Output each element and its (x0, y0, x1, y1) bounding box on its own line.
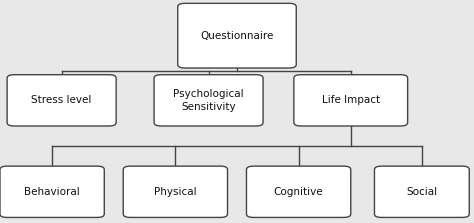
Text: Cognitive: Cognitive (274, 187, 323, 197)
Text: Psychological
Sensitivity: Psychological Sensitivity (173, 89, 244, 112)
FancyBboxPatch shape (0, 166, 104, 217)
FancyBboxPatch shape (294, 75, 408, 126)
Text: Questionnaire: Questionnaire (201, 31, 273, 41)
Text: Social: Social (406, 187, 438, 197)
Text: Stress level: Stress level (31, 95, 92, 105)
FancyBboxPatch shape (246, 166, 351, 217)
FancyBboxPatch shape (154, 75, 263, 126)
Text: Life Impact: Life Impact (322, 95, 380, 105)
FancyBboxPatch shape (7, 75, 116, 126)
Text: Behavioral: Behavioral (24, 187, 80, 197)
FancyBboxPatch shape (374, 166, 469, 217)
FancyBboxPatch shape (123, 166, 228, 217)
FancyBboxPatch shape (178, 3, 296, 68)
Text: Physical: Physical (154, 187, 197, 197)
